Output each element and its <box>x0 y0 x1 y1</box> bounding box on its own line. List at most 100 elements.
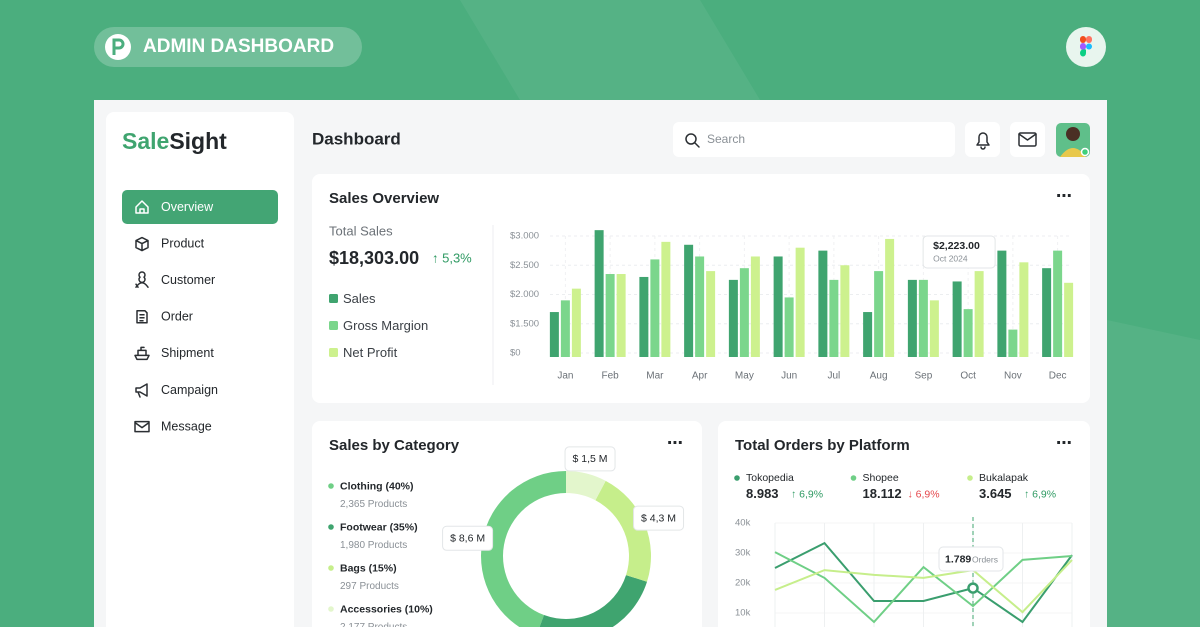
online-dot <box>1080 147 1090 157</box>
legend-label: Accessories (10%) <box>340 603 433 615</box>
bar-chart: Sales Gross Margion Net Profit $0 $1.500 $2.0… <box>329 230 1074 382</box>
tooltip-point <box>967 582 979 594</box>
tooltip-unit: Orders <box>972 554 998 564</box>
donut-chart: Clothing (40%) 2,365 Products Footwear (35… <box>328 446 685 627</box>
nav-item[interactable]: Campaign <box>161 383 218 397</box>
x-tick-label: Oct <box>960 371 976 382</box>
bar <box>974 271 984 357</box>
nav-item[interactable]: Product <box>161 236 205 250</box>
bar <box>605 274 615 357</box>
bar <box>929 300 939 357</box>
platform-change: ↓ 6,9% <box>908 488 940 500</box>
legend-label: Net Profit <box>343 345 398 360</box>
y-tick-label: $2.500 <box>510 260 539 271</box>
y-tick-label: 10k <box>735 608 751 619</box>
nav-icon <box>136 310 148 324</box>
bar <box>795 247 805 357</box>
bar <box>706 271 716 357</box>
bar <box>885 238 895 357</box>
bar <box>728 279 738 357</box>
tooltip-value: 1.789 <box>945 553 971 565</box>
legend-sub: 2,365 Products <box>340 499 407 510</box>
bell-icon <box>976 132 990 150</box>
legend-sub: 2,177 Products <box>340 622 407 627</box>
bar <box>750 256 760 357</box>
bar <box>907 279 917 357</box>
x-tick-label: Feb <box>602 371 620 382</box>
search-icon <box>685 133 700 148</box>
bar <box>863 312 873 357</box>
card-title: Sales by Category <box>329 437 460 454</box>
nav-icon <box>134 346 150 361</box>
nav-icon <box>135 200 149 214</box>
search-box[interactable] <box>673 122 955 157</box>
more-button[interactable]: ⋯ <box>667 435 683 452</box>
y-tick-label: 40k <box>735 518 751 529</box>
nav-icon <box>134 420 150 433</box>
nav-active-bg[interactable] <box>122 190 278 224</box>
x-tick-label: Jan <box>557 371 573 382</box>
legend-label: Clothing (40%) <box>340 480 414 492</box>
nav-item[interactable]: Overview <box>161 200 214 214</box>
notification-button[interactable] <box>965 122 1000 157</box>
nav-item[interactable]: Shipment <box>161 346 214 360</box>
search-placeholder: Search <box>707 132 745 146</box>
line-series <box>774 551 1073 624</box>
value-label: $ 8,6 M <box>450 533 485 545</box>
x-tick-label: Apr <box>692 371 708 382</box>
legend-dot <box>967 475 973 481</box>
bar <box>773 256 783 357</box>
platform-total: 8.983 <box>746 486 779 501</box>
x-tick-label: Dec <box>1049 371 1067 382</box>
bar <box>918 279 928 357</box>
bar <box>1064 282 1074 357</box>
bar <box>549 312 559 357</box>
x-tick-label: Aug <box>870 371 888 382</box>
bar <box>997 250 1007 357</box>
legend-dot <box>734 475 740 481</box>
legend-label: Footwear (35%) <box>340 521 418 533</box>
x-tick-label: Jun <box>781 371 797 382</box>
nav-item[interactable]: Customer <box>161 273 215 287</box>
banner-title: ADMIN DASHBOARD <box>143 36 334 57</box>
y-tick-label: $2.000 <box>510 289 539 300</box>
sidebar <box>106 112 294 627</box>
tooltip-subtitle: Oct 2024 <box>933 253 968 263</box>
bar <box>650 259 660 357</box>
donut-segment <box>539 575 648 627</box>
banner-pill <box>94 27 362 67</box>
page-title: Dashboard <box>312 129 401 148</box>
bar <box>1019 262 1029 357</box>
tooltip-title: $2,223.00 <box>933 240 980 252</box>
legend-dot <box>328 606 334 612</box>
bar <box>661 241 671 357</box>
value-label-box <box>442 525 494 551</box>
bar <box>594 230 604 357</box>
bar <box>684 244 694 357</box>
donut-segment <box>481 471 566 627</box>
legend-label: Tokopedia <box>746 472 794 484</box>
nav-item[interactable]: Message <box>161 419 212 433</box>
figma-icon <box>1080 36 1092 57</box>
y-tick-label: 30k <box>735 548 751 559</box>
x-tick-label: Nov <box>1004 371 1022 382</box>
x-tick-label: Jul <box>827 371 840 382</box>
legend-label: Gross Margion <box>343 318 428 333</box>
value-label-box <box>633 505 685 531</box>
bar <box>818 250 828 357</box>
bg-shape <box>1107 320 1200 627</box>
bar <box>616 274 626 357</box>
legend-label: Bags (15%) <box>340 562 397 574</box>
more-button[interactable]: ⋯ <box>1056 188 1072 205</box>
x-tick-label: Mar <box>646 371 664 382</box>
card-title: Sales Overview <box>329 190 439 207</box>
nav-item[interactable]: Order <box>161 310 193 324</box>
legend-label: Shopee <box>863 472 899 484</box>
platform-change: ↑ 6,9% <box>791 488 823 500</box>
more-button[interactable]: ⋯ <box>1056 435 1072 452</box>
y-tick-label: 20k <box>735 578 751 589</box>
platform-change: ↑ 6,9% <box>1024 488 1056 500</box>
bg-shape <box>460 0 760 100</box>
